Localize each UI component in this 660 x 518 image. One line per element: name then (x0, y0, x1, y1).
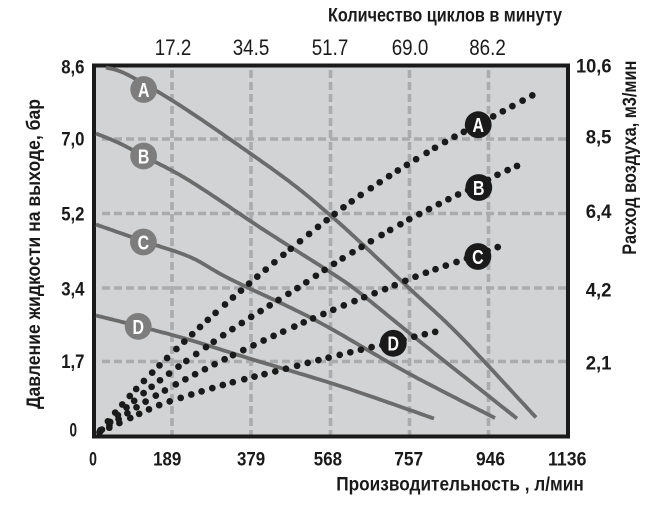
svg-text:C: C (138, 231, 150, 254)
svg-text:69.0: 69.0 (392, 35, 429, 60)
svg-text:Давление жидкости на выходе, б: Давление жидкости на выходе, бар (24, 99, 45, 409)
svg-text:6,4: 6,4 (586, 201, 612, 223)
svg-text:568: 568 (314, 449, 342, 471)
svg-text:8,6: 8,6 (61, 56, 84, 78)
svg-text:51.7: 51.7 (312, 35, 349, 60)
svg-text:189: 189 (153, 449, 181, 471)
svg-text:5,2: 5,2 (61, 204, 84, 226)
svg-text:Количество циклов в минуту: Количество циклов в минуту (328, 6, 562, 27)
svg-text:D: D (388, 333, 400, 356)
svg-text:34.5: 34.5 (233, 35, 270, 60)
svg-text:8,5: 8,5 (586, 127, 612, 149)
svg-text:A: A (472, 114, 484, 137)
svg-text:7,0: 7,0 (61, 129, 84, 151)
svg-text:86.2: 86.2 (469, 35, 506, 60)
svg-text:17.2: 17.2 (155, 35, 192, 60)
svg-text:B: B (473, 177, 485, 200)
svg-text:Расход воздуха, м3/мин: Расход воздуха, м3/мин (620, 61, 641, 255)
svg-text:0: 0 (70, 420, 78, 442)
svg-text:A: A (138, 79, 150, 102)
svg-text:379: 379 (237, 449, 265, 471)
svg-text:757: 757 (394, 449, 423, 471)
svg-text:3,4: 3,4 (61, 279, 84, 301)
svg-text:Производительность , л/мин: Производительность , л/мин (336, 475, 584, 496)
svg-text:10,6: 10,6 (576, 56, 612, 78)
svg-text:B: B (138, 145, 150, 168)
svg-text:D: D (132, 316, 144, 339)
svg-text:2,1: 2,1 (586, 353, 612, 375)
svg-text:C: C (472, 246, 484, 269)
svg-text:0: 0 (89, 449, 97, 471)
svg-text:1,7: 1,7 (61, 351, 84, 373)
svg-text:4,2: 4,2 (586, 280, 612, 302)
svg-text:946: 946 (476, 449, 505, 471)
svg-text:1136: 1136 (548, 449, 587, 471)
